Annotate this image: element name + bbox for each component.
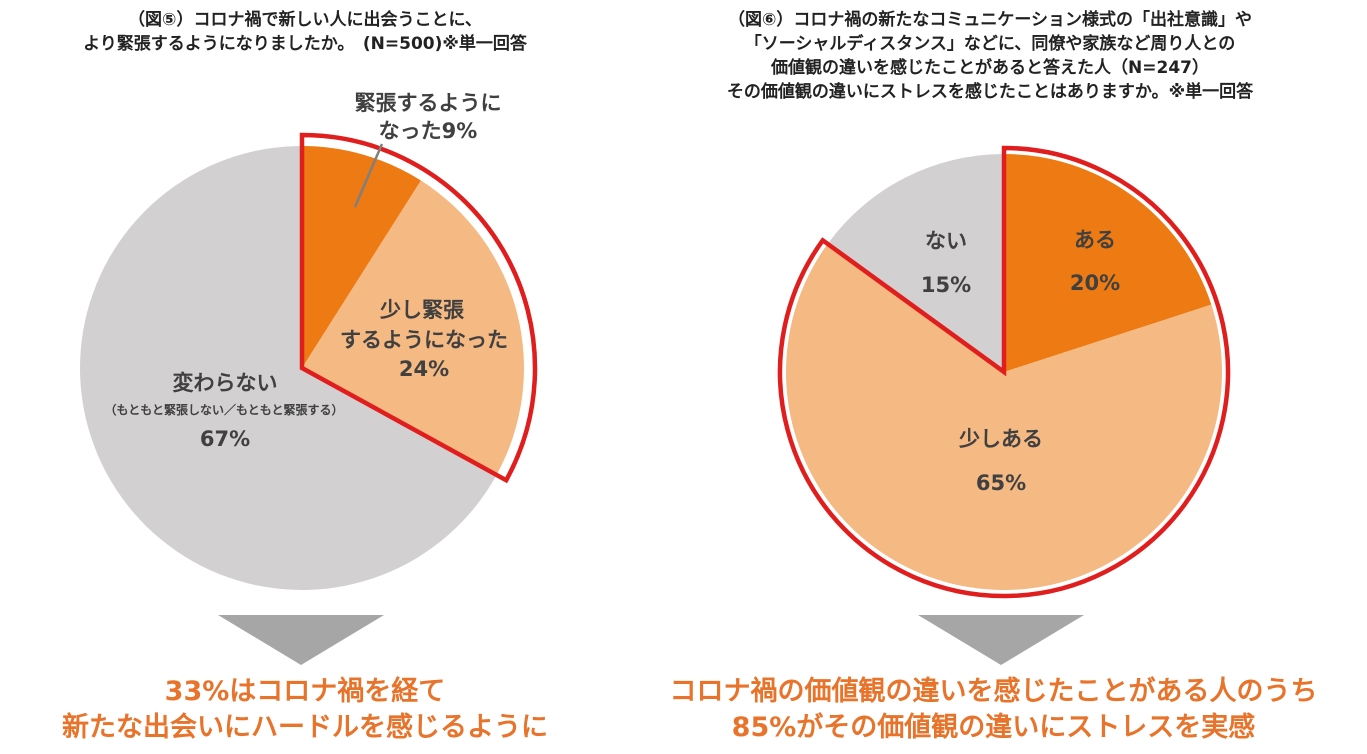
pie1-slice-slightly-tense bbox=[302, 180, 524, 475]
chart2-title-line: 価値観の違いを感じたことがあると答えた人（N=247） bbox=[771, 58, 1209, 78]
pie1-label-slightly-line1: 少し緊張 bbox=[379, 298, 465, 322]
pie2-label-yes: ある bbox=[1074, 228, 1116, 252]
pie1-label-slightly-line2: するようになった bbox=[340, 328, 508, 352]
chart2-title-line: その価値観の違いにストレスを感じたことはありますか。※単一回答 bbox=[726, 82, 1254, 102]
down-arrow-1 bbox=[218, 615, 384, 665]
pie2-slice-somewhat bbox=[785, 243, 1222, 590]
pie1-label-same-line1: 変わらない bbox=[173, 371, 278, 395]
pie1-label-same-line2: （もともと緊張しない／もともと緊張する） bbox=[104, 402, 343, 417]
down-arrow-2 bbox=[918, 615, 1084, 665]
chart1-title-line: より緊張するようになりましたか。 (N=500)※単一回答 bbox=[83, 34, 527, 54]
pie2-label-no: ない bbox=[925, 229, 967, 253]
conclusion-1-line2: 新たな出会いにハードルを感じるように bbox=[62, 712, 548, 743]
pie2-label-no-pct: 15% bbox=[921, 273, 971, 297]
pie2-label-somewhat: 少しある bbox=[958, 427, 1043, 451]
chart1-title: （図⑤）コロナ禍で新しい人に出会うことに、 より緊張するようになりましたか。 (… bbox=[0, 8, 610, 56]
pie1-label-same-pct: 67% bbox=[200, 427, 250, 451]
conclusion-1: 33%はコロナ禍を経て 新たな出会いにハードルを感じるように bbox=[0, 674, 610, 746]
pie1-slice-unchanged bbox=[80, 146, 497, 590]
pie1-label-slightly-pct: 24% bbox=[399, 357, 449, 381]
chart2-title-line: （図⑥）コロナ禍の新たなコミュニケーション様式の「出社意識」や bbox=[727, 10, 1253, 30]
pie1-slice-tense bbox=[302, 146, 421, 368]
chart2-title-line: 「ソーシャルディスタンス」などに、同僚や家族など周り人との bbox=[744, 34, 1236, 54]
pie2-slice-yes bbox=[1004, 154, 1212, 372]
pie1-label-tense-line2: なった9% bbox=[379, 119, 478, 143]
pie1-highlight-outline bbox=[299, 132, 538, 484]
conclusion-2-line2: 85%がその価値観の違いにストレスを実感 bbox=[731, 712, 1256, 743]
chart2-title: （図⑥）コロナ禍の新たなコミュニケーション様式の「出社意識」や 「ソーシャルディ… bbox=[620, 8, 1360, 104]
pie2-slice-no bbox=[827, 154, 1004, 372]
chart1-title-line: （図⑤）コロナ禍で新しい人に出会うことに、 bbox=[128, 10, 482, 30]
pie2-label-yes-pct: 20% bbox=[1070, 271, 1120, 295]
conclusion-2: コロナ禍の価値観の違いを感じたことがある人のうち 85%がその価値観の違いにスト… bbox=[620, 674, 1367, 746]
pie2-label-somewhat-pct: 65% bbox=[976, 471, 1026, 495]
conclusion-2-line1: コロナ禍の価値観の違いを感じたことがある人のうち bbox=[669, 676, 1318, 707]
pie2-highlight-outline bbox=[777, 145, 1231, 599]
conclusion-1-line1: 33%はコロナ禍を経て bbox=[164, 676, 446, 707]
pie1-label-tense-line1: 緊張するように bbox=[355, 91, 502, 115]
pie1-leader-line bbox=[353, 143, 384, 208]
